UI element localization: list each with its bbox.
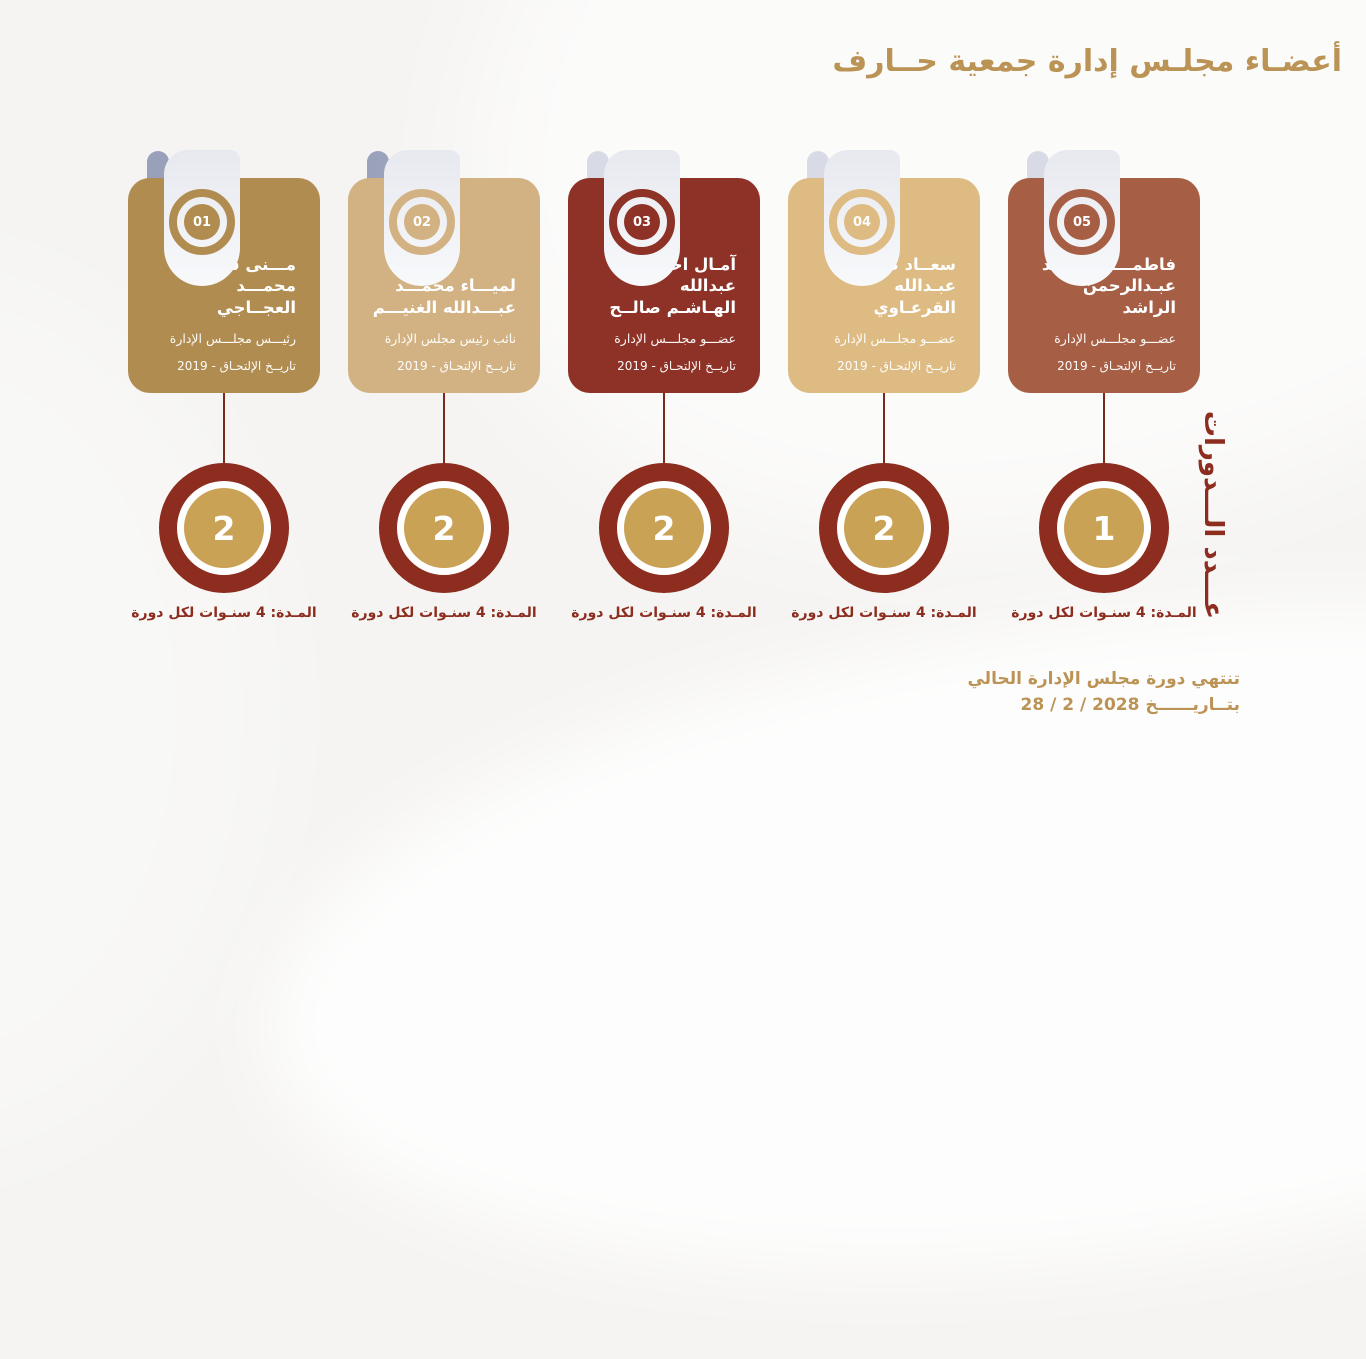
badge-number: 01 — [184, 204, 220, 240]
member-join-date: تاريــخ الإلتحـاق - 2019 — [397, 359, 516, 373]
duration-label: المـدة: 4 سنـوات لكل دورة — [351, 605, 537, 621]
terms-count: 2 — [404, 488, 484, 568]
member-info: فاطمـــة راشـــدعبـدالرحمن الراشد عضـــو… — [1008, 254, 1200, 373]
member-join-date: تاريــخ الإلتحـاق - 2019 — [1057, 359, 1176, 373]
background-swoosh-bottom — [227, 516, 1366, 1359]
member-join-date: تاريــخ الإلتحـاق - 2019 — [177, 359, 296, 373]
member-name: لميـــاء محمـــد عبـــدالله الغنيـــم — [372, 276, 516, 318]
duration-label: المـدة: 4 سنـوات لكل دورة — [791, 605, 977, 621]
member-card: 04 سعــاد صــالح عبـدالله القرعـاوي عضـــ… — [788, 150, 980, 393]
board-term-end-date: 28 / 2 / 2028 — [1020, 695, 1140, 716]
terms-count: 1 — [1064, 488, 1144, 568]
badge-ring: 02 — [389, 189, 455, 255]
ribbon-bookmark-icon: 02 — [384, 150, 460, 286]
terms-circle: 2 — [599, 463, 729, 593]
duration-label: المـدة: 4 سنـوات لكل دورة — [1011, 605, 1197, 621]
terms-count: 2 — [184, 488, 264, 568]
member-column-1: 01 مـــنى فهـــد محمـــد العجــاجي رئيـــ… — [128, 150, 320, 621]
connector-line — [1103, 393, 1105, 463]
member-card: 02 لميـــاء محمـــد عبـــدالله الغنيـــم … — [348, 150, 540, 393]
member-column-4: 04 سعــاد صــالح عبـدالله القرعـاوي عضـــ… — [788, 150, 980, 621]
page-title: أعضـاء مجلـس إدارة جمعية حــارف — [832, 44, 1342, 79]
member-role: عضـــو مجلـــس الإدارة — [1054, 331, 1176, 346]
duration-label: المـدة: 4 سنـوات لكل دورة — [131, 605, 317, 621]
member-name: آمـال احمد عبدالله الهـاشـم صالــح — [609, 254, 736, 318]
badge-ring: 03 — [609, 189, 675, 255]
member-join-date: تاريــخ الإلتحـاق - 2019 — [617, 359, 736, 373]
badge-number: 02 — [404, 204, 440, 240]
terms-circle: 1 — [1039, 463, 1169, 593]
member-role: نائب رئيس مجلس الإدارة — [384, 331, 516, 346]
terms-circle: 2 — [159, 463, 289, 593]
member-role: عضـــو مجلـــس الإدارة — [834, 331, 956, 346]
terms-count: 2 — [624, 488, 704, 568]
badge-ring: 05 — [1049, 189, 1115, 255]
terms-circle: 2 — [379, 463, 509, 593]
terms-circle: 2 — [819, 463, 949, 593]
board-term-end-line1: تنتهي دورة مجلس الإدارة الحالي — [967, 669, 1240, 689]
terms-count: 2 — [844, 488, 924, 568]
badge-ring: 01 — [169, 189, 235, 255]
badge-number: 04 — [844, 204, 880, 240]
members-row: 01 مـــنى فهـــد محمـــد العجــاجي رئيـــ… — [128, 150, 1200, 621]
member-card: 05 فاطمـــة راشـــدعبـدالرحمن الراشد عضـ… — [1008, 150, 1200, 393]
member-column-3: 03 آمـال احمد عبدالله الهـاشـم صالــح عضـ… — [568, 150, 760, 621]
member-join-date: تاريــخ الإلتحـاق - 2019 — [837, 359, 956, 373]
connector-line — [663, 393, 665, 463]
ribbon-bookmark-icon: 03 — [604, 150, 680, 286]
board-term-end-line2: بتــاريــــــخ 28 / 2 / 2028 — [1020, 695, 1240, 716]
member-name: فاطمـــة راشـــدعبـدالرحمن الراشد — [1042, 254, 1176, 318]
member-info: لميـــاء محمـــد عبـــدالله الغنيـــم نائ… — [348, 275, 540, 373]
connector-line — [223, 393, 225, 463]
connector-line — [443, 393, 445, 463]
badge-number: 05 — [1064, 204, 1100, 240]
member-card: 03 آمـال احمد عبدالله الهـاشـم صالــح عضـ… — [568, 150, 760, 393]
terms-axis-label: عـــدد الـــدورات — [1198, 410, 1228, 620]
member-column-5: 05 فاطمـــة راشـــدعبـدالرحمن الراشد عضـ… — [1008, 150, 1200, 621]
duration-label: المـدة: 4 سنـوات لكل دورة — [571, 605, 757, 621]
member-role: عضـــو مجلـــس الإدارة — [614, 331, 736, 346]
badge-number: 03 — [624, 204, 660, 240]
connector-line — [883, 393, 885, 463]
member-role: رئيـــس مجلـــس الإدارة — [169, 331, 296, 346]
ribbon-bookmark-icon: 04 — [824, 150, 900, 286]
board-term-end-note: تنتهي دورة مجلس الإدارة الحالي بتــاريــ… — [967, 666, 1240, 719]
member-card: 01 مـــنى فهـــد محمـــد العجــاجي رئيـــ… — [128, 150, 320, 393]
member-info: آمـال احمد عبدالله الهـاشـم صالــح عضـــو… — [568, 254, 760, 373]
ribbon-bookmark-icon: 05 — [1044, 150, 1120, 286]
member-column-2: 02 لميـــاء محمـــد عبـــدالله الغنيـــم … — [348, 150, 540, 621]
ribbon-bookmark-icon: 01 — [164, 150, 240, 286]
badge-ring: 04 — [829, 189, 895, 255]
